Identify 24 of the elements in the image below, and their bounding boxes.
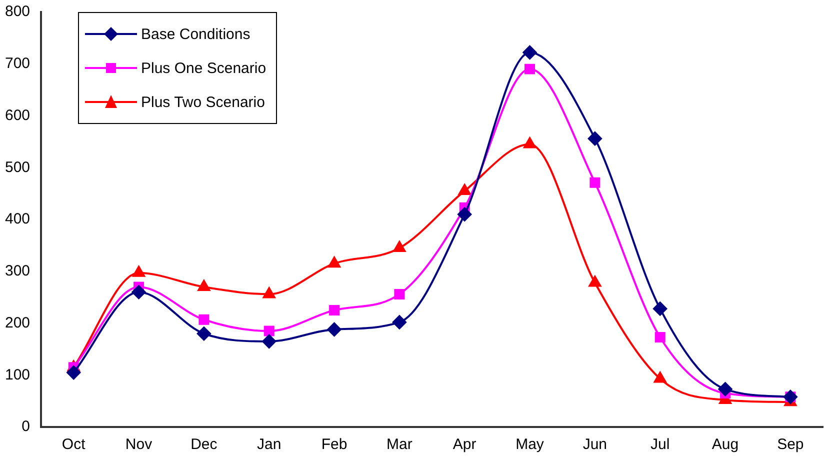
x-tick-label: Nov [125, 436, 153, 454]
x-tick-label: Apr [452, 436, 476, 454]
x-tick-label: Aug [712, 436, 739, 454]
legend-label: Base Conditions [141, 26, 250, 42]
x-tick-label: Jun [582, 436, 608, 454]
legend-label: Plus Two Scenario [141, 94, 265, 110]
y-tick-label: 300 [4, 262, 30, 280]
x-tick-label: Sep [777, 436, 804, 454]
y-tick-label: 600 [4, 106, 30, 124]
y-tick-label: 100 [4, 366, 30, 384]
x-tick-label: Oct [62, 436, 86, 454]
x-tick-label: Feb [321, 436, 348, 454]
x-tick-label: Dec [190, 436, 218, 454]
y-tick-label: 500 [4, 158, 30, 176]
y-tick-label: 800 [4, 3, 30, 20]
x-tick-label: Mar [386, 436, 412, 454]
y-tick-label: 700 [4, 55, 30, 72]
x-tick-label: Jan [257, 436, 282, 454]
y-tick-label: 0 [22, 418, 30, 436]
x-tick-label: Jul [650, 436, 670, 454]
x-tick-label: May [516, 436, 544, 454]
y-tick-label: 200 [4, 314, 30, 332]
y-tick-label: 400 [4, 210, 30, 228]
legend-label: Plus One Scenario [141, 60, 266, 76]
